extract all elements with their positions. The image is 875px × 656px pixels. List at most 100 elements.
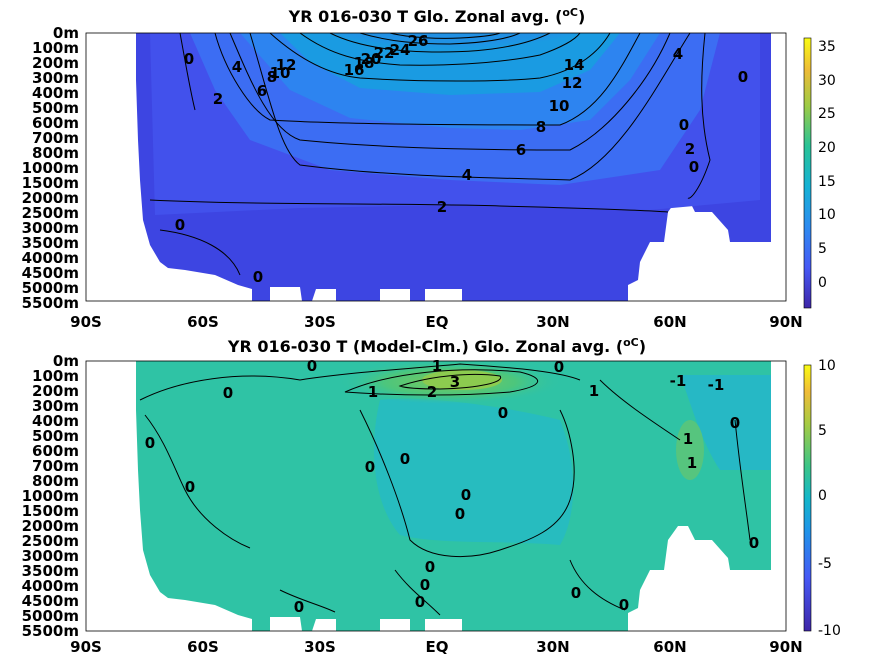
y-tick-label: 700m	[32, 457, 79, 475]
contour-label: 2	[427, 383, 437, 401]
y-tick-label: 3000m	[22, 547, 79, 565]
y-tick-label: 400m	[32, 412, 79, 430]
y-tick-label: 1500m	[22, 502, 79, 520]
panel1-colorbar: 35 30 25 20 15 10 5 0	[803, 37, 836, 309]
contour-label: 0	[738, 68, 748, 86]
y-tick-label: 800m	[32, 144, 79, 162]
y-tick-label: 600m	[32, 442, 79, 460]
panel1-field	[86, 33, 786, 301]
y-tick-label: 4500m	[22, 592, 79, 610]
y-tick-label: 5000m	[22, 279, 79, 297]
panel2-contour-labels: 0 1 3 2 1 0 0 0 1 -1 -1 0 1 1 0 0 0 0 0 …	[145, 357, 759, 616]
colorbar-tick: -10	[818, 623, 841, 639]
contour-label: 1	[687, 454, 697, 472]
x-tick-label: EQ	[426, 313, 449, 331]
contour-label: 3	[450, 373, 460, 391]
colorbar-tick: 25	[818, 106, 836, 122]
contour-label: 0	[223, 384, 233, 402]
panel1-title-text: YR 016-030 T Glo. Zonal avg. (	[288, 7, 563, 26]
panel-temperature: YR 016-030 T Glo. Zonal avg. (oC)	[22, 6, 836, 331]
y-tick-label: 2000m	[22, 517, 79, 535]
y-tick-label: 400m	[32, 84, 79, 102]
x-tick-label: 60S	[187, 313, 219, 331]
contour-label: 1	[683, 430, 693, 448]
contour-label: 6	[257, 82, 267, 100]
x-tick-label: 30S	[304, 638, 336, 656]
contour-label: 0	[294, 598, 304, 616]
panel2-field	[86, 361, 786, 631]
colorbar-tick: 35	[818, 39, 836, 55]
contour-label: 12	[276, 56, 297, 74]
y-tick-label: 5000m	[22, 607, 79, 625]
contour-label: 0	[184, 50, 194, 68]
contour-label: 0	[175, 216, 185, 234]
contour-label: 14	[564, 56, 585, 74]
colorbar-tick: 5	[818, 241, 827, 257]
y-tick-label: 100m	[32, 367, 79, 385]
x-tick-label: 30N	[536, 313, 569, 331]
contour-label: 1	[432, 357, 442, 375]
contour-label: 0	[253, 268, 263, 286]
y-tick-label: 700m	[32, 129, 79, 147]
contour-label: 0	[145, 434, 155, 452]
contour-label: -1	[708, 376, 725, 394]
panel2-title-unit: oC	[623, 336, 639, 349]
contour-label: 0	[730, 414, 740, 432]
contour-label: 4	[462, 166, 472, 184]
colorbar-tick: 0	[818, 488, 827, 504]
colorbar-tick: 15	[818, 174, 836, 190]
contour-label: 26	[408, 32, 429, 50]
panel2-axes-frame	[85, 360, 787, 632]
y-tick-label: 500m	[32, 427, 79, 445]
panel1-contours	[149, 33, 711, 276]
contour-label: 1	[589, 382, 599, 400]
y-tick-label: 2500m	[22, 204, 79, 222]
y-tick-label: 4000m	[22, 249, 79, 267]
x-tick-label: 30N	[536, 638, 569, 656]
contour-label: 0	[461, 486, 471, 504]
contour-label: 20	[361, 50, 382, 68]
colorbar-tick: -5	[818, 556, 832, 572]
x-tick-label: EQ	[426, 638, 449, 656]
y-tick-label: 4000m	[22, 577, 79, 595]
panel1-x-ticks: 90S 60S 30S EQ 30N 60N 90N	[70, 313, 803, 331]
panel2-title-text: YR 016-030 T (Model-Clm.) Glo. Zonal avg…	[227, 337, 623, 356]
contour-label: 16	[344, 61, 365, 79]
panel2-title: YR 016-030 T (Model-Clm.) Glo. Zonal avg…	[227, 336, 646, 356]
colorbar-tick: 20	[818, 140, 836, 156]
y-tick-label: 300m	[32, 69, 79, 87]
colorbar-tick: 0	[818, 275, 827, 291]
y-tick-label: 300m	[32, 397, 79, 415]
contour-label: 8	[267, 68, 277, 86]
contour-label: 0	[400, 450, 410, 468]
panel2-title-close: )	[639, 337, 646, 356]
colorbar-tick: 10	[818, 207, 836, 223]
y-tick-label: 500m	[32, 99, 79, 117]
colorbar-tick: 10	[818, 358, 836, 374]
y-tick-label: 3000m	[22, 219, 79, 237]
colorbar-tick: 5	[818, 423, 827, 439]
contour-label: 0	[571, 584, 581, 602]
contour-label: 8	[536, 118, 546, 136]
panel-temperature-anomaly: YR 016-030 T (Model-Clm.) Glo. Zonal avg…	[22, 336, 841, 656]
y-tick-label: 3500m	[22, 234, 79, 252]
contour-label: 0	[307, 357, 317, 375]
panel1-title-unit: oC	[562, 6, 578, 19]
contour-label: 4	[232, 58, 242, 76]
y-tick-label: 2000m	[22, 189, 79, 207]
panel1-y-ticks: 0m 100m 200m 300m 400m 500m 600m 700m 80…	[22, 24, 79, 312]
x-tick-label: 90N	[769, 638, 802, 656]
contour-label: 0	[749, 534, 759, 552]
y-tick-label: 4500m	[22, 264, 79, 282]
panel1-title: YR 016-030 T Glo. Zonal avg. (oC)	[288, 6, 586, 26]
contour-label: 24	[390, 41, 411, 59]
x-tick-label: 60N	[653, 638, 686, 656]
y-tick-label: 5500m	[22, 622, 79, 640]
contour-label: 18	[354, 54, 375, 72]
panel2-x-ticks: 90S 60S 30S EQ 30N 60N 90N	[70, 638, 803, 656]
x-tick-label: 60N	[653, 313, 686, 331]
contour-label: 4	[673, 45, 683, 63]
contour-label: 2	[213, 90, 223, 108]
panel2-contours	[139, 363, 751, 616]
